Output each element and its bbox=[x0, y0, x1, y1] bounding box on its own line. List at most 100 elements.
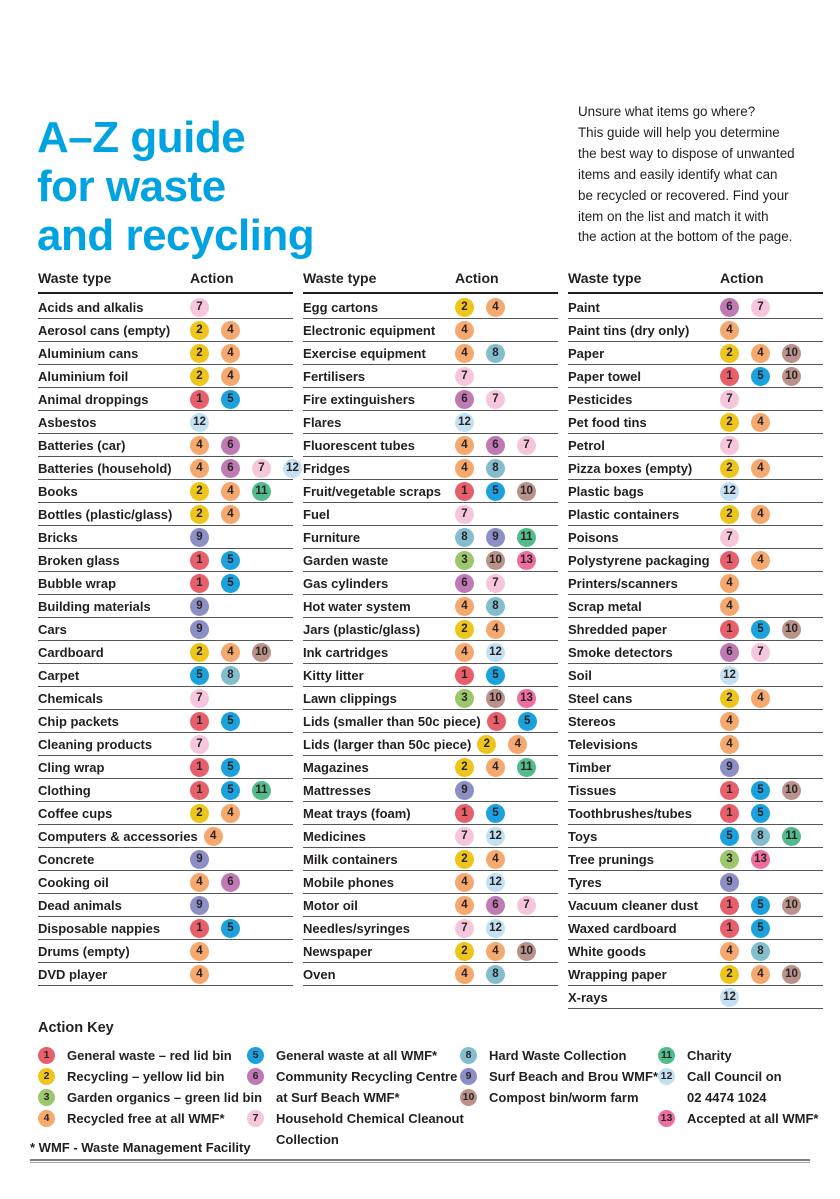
action-badge: 2 bbox=[455, 941, 474, 961]
waste-type-label: Chip packets bbox=[38, 713, 119, 729]
action-badge: 1 bbox=[720, 803, 739, 823]
action-badges: 9 bbox=[720, 757, 739, 777]
action-badge: 10 bbox=[782, 343, 801, 363]
waste-type-label: Toys bbox=[568, 828, 598, 844]
action-badge: 1 bbox=[720, 895, 739, 915]
waste-type-label: Electronic equipment bbox=[303, 322, 436, 338]
action-key-entry: 8 Hard Waste Collection bbox=[460, 1045, 658, 1066]
table-row: Scrap metal 4 bbox=[568, 595, 823, 618]
waste-type-header: Waste type bbox=[568, 270, 642, 286]
waste-type-label: Building materials bbox=[38, 598, 151, 614]
action-badge: 4 bbox=[221, 320, 240, 340]
action-badge: 6 bbox=[455, 573, 474, 593]
table-row: Oven 4 8 bbox=[303, 963, 558, 986]
page-title-line: and recycling bbox=[37, 211, 315, 261]
table-row: Paint 6 7 bbox=[568, 296, 823, 319]
table-row: X-rays 12 bbox=[568, 986, 823, 1009]
action-badge: 5 bbox=[221, 711, 240, 731]
action-badge: 12 bbox=[283, 458, 302, 478]
waste-type-label: Acids and alkalis bbox=[38, 299, 144, 315]
action-badge: 5 bbox=[486, 665, 505, 685]
waste-type-label: Bubble wrap bbox=[38, 575, 117, 591]
action-badge: 1 bbox=[190, 550, 209, 570]
action-badge: 7 bbox=[486, 573, 505, 593]
table-row: Building materials 9 bbox=[38, 595, 293, 618]
action-key-label-line: Household Chemical Cleanout bbox=[276, 1111, 464, 1126]
table-row: Concrete 9 bbox=[38, 848, 293, 871]
waste-type-label: Pet food tins bbox=[568, 414, 647, 430]
action-key-label-line: Garden organics – green lid bin bbox=[67, 1090, 263, 1105]
action-key-entry: 6 Community Recycling Centre at Surf Beach… bbox=[247, 1066, 464, 1108]
action-badge: 4 bbox=[486, 297, 505, 317]
action-badge: 7 bbox=[751, 642, 770, 662]
waste-type-label: Paint bbox=[568, 299, 600, 315]
action-badge: 13 bbox=[517, 688, 536, 708]
waste-type-label: Flares bbox=[303, 414, 342, 430]
action-key-entry: 2 Recycling – yellow lid bin bbox=[38, 1066, 262, 1087]
action-badge: 4 bbox=[508, 734, 528, 754]
action-badge: 1 bbox=[190, 780, 209, 800]
action-badge: 7 bbox=[517, 435, 536, 455]
action-badge: 2 bbox=[190, 343, 209, 363]
waste-type-label: Pizza boxes (empty) bbox=[568, 460, 693, 476]
action-badge: 1 bbox=[720, 619, 739, 639]
table-row: Toothbrushes/tubes 1 5 bbox=[568, 802, 823, 825]
action-badge: 10 bbox=[782, 780, 801, 800]
action-badge: 4 bbox=[221, 504, 240, 524]
table-row: Cleaning products 7 bbox=[38, 733, 293, 756]
action-badge: 1 bbox=[190, 573, 209, 593]
action-badge: 7 bbox=[455, 366, 474, 386]
action-badge: 13 bbox=[658, 1110, 675, 1127]
action-badge: 8 bbox=[751, 826, 770, 846]
table-row: Aluminium cans 2 4 bbox=[38, 342, 293, 365]
action-key-label: Recycled free at all WMF* bbox=[67, 1108, 225, 1129]
waste-type-label: Tree prunings bbox=[568, 851, 654, 867]
action-key-entry: 11 Charity bbox=[658, 1045, 818, 1066]
action-badges: 2 4 10 bbox=[720, 343, 801, 363]
waste-type-label: Cleaning products bbox=[38, 736, 153, 752]
action-badges: 4 bbox=[720, 711, 739, 731]
intro-line: be recycled or recovered. Find your bbox=[578, 187, 789, 203]
action-key-label-line: Accepted at all WMF* bbox=[687, 1111, 819, 1126]
action-badges: 1 5 10 bbox=[720, 780, 801, 800]
action-badge: 13 bbox=[751, 849, 770, 869]
action-badge: 2 bbox=[720, 504, 739, 524]
table-rows: Paint 6 7 Paint tins (dry only) 4 Paper 2 4 10 Pa… bbox=[568, 296, 823, 1009]
waste-type-label: Coffee cups bbox=[38, 805, 113, 821]
action-badge: 5 bbox=[517, 711, 537, 731]
action-badge: 8 bbox=[455, 527, 474, 547]
action-badge: 8 bbox=[486, 964, 505, 984]
table-row: Books 2 4 11 bbox=[38, 480, 293, 503]
action-badge: 7 bbox=[247, 1110, 264, 1127]
action-badge: 2 bbox=[190, 366, 209, 386]
action-badge: 7 bbox=[455, 918, 474, 938]
waste-type-header: Waste type bbox=[303, 270, 377, 286]
action-badge: 4 bbox=[720, 711, 739, 731]
action-badge: 9 bbox=[460, 1068, 477, 1085]
action-key-label-line: Hard Waste Collection bbox=[489, 1048, 627, 1063]
table-row: Toys 5 8 11 bbox=[568, 825, 823, 848]
action-badge: 10 bbox=[486, 688, 505, 708]
action-badge: 6 bbox=[455, 389, 474, 409]
action-badges: 4 6 7 12 bbox=[190, 458, 302, 478]
waste-type-label: Printers/scanners bbox=[568, 575, 678, 591]
table-row: Dead animals 9 bbox=[38, 894, 293, 917]
action-key-label: General waste – red lid bin bbox=[67, 1045, 232, 1066]
action-badges: 7 bbox=[720, 435, 739, 455]
table-row: Garden waste 3 10 13 bbox=[303, 549, 558, 572]
waste-type-label: Cling wrap bbox=[38, 759, 105, 775]
action-badge: 13 bbox=[517, 550, 536, 570]
action-badge: 12 bbox=[190, 412, 209, 432]
action-badge: 12 bbox=[658, 1068, 675, 1085]
action-badge: 4 bbox=[455, 895, 474, 915]
action-key-label-line: 02 4474 1024 bbox=[687, 1090, 767, 1105]
action-badge: 9 bbox=[190, 527, 209, 547]
action-badge: 4 bbox=[486, 619, 505, 639]
table-row: Poisons 7 bbox=[568, 526, 823, 549]
